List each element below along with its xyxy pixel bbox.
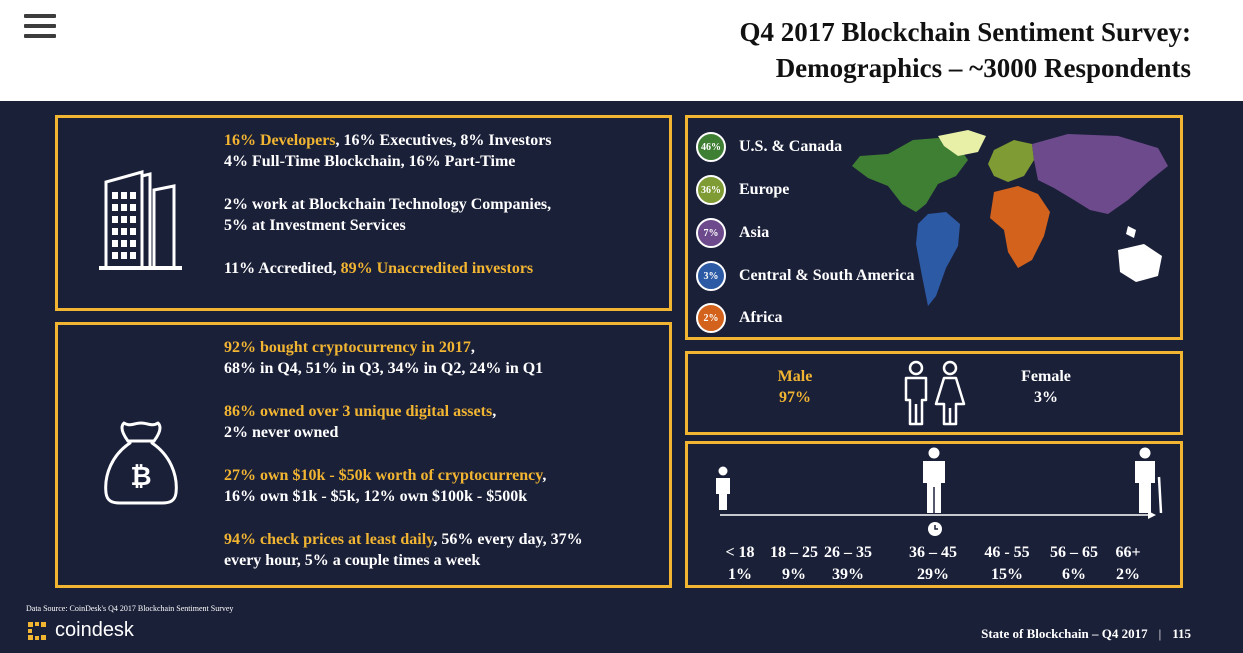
male-icon (904, 360, 928, 426)
check-prices-highlight: 94% check prices at least daily (224, 531, 434, 548)
child-icon (716, 466, 730, 510)
female-icon (934, 360, 966, 426)
page-title: Q4 2017 Blockchain Sentiment Survey: Dem… (739, 14, 1191, 86)
region-label: U.S. & Canada (739, 138, 843, 155)
coindesk-logo[interactable]: coindesk (26, 619, 134, 642)
p3-rest: , (542, 467, 547, 484)
male-label: Male (777, 368, 813, 385)
title-line-1: Q4 2017 Blockchain Sentiment Survey: (739, 17, 1191, 47)
female-pct: 3% (1034, 389, 1058, 406)
age-timeline (720, 511, 1156, 519)
region-label: Africa (739, 309, 783, 326)
age-range: 56 – 65 (1050, 544, 1098, 561)
bitcoin-money-bag-icon: ₿ (104, 421, 178, 505)
crypto-text: 92% bought cryptocurrency in 2017, 68% i… (224, 337, 664, 571)
age-pct: 2% (1116, 566, 1140, 583)
age-pct: 29% (917, 566, 949, 583)
crypto-p4: 94% check prices at least daily, 56% eve… (224, 529, 664, 550)
age-range: 36 – 45 (909, 544, 957, 561)
crypto-p3-line2: 16% own $1k - $5k, 12% own $100k - $500k (224, 488, 528, 505)
age-range: 46 - 55 (984, 544, 1030, 561)
infographic-panel: 16% Developers, 16% Executives, 8% Inves… (0, 101, 1243, 653)
age-group-36-45: 36 – 45 29% (907, 542, 959, 586)
crypto-p1: 92% bought cryptocurrency in 2017, (224, 337, 664, 358)
crypto-p2: 86% owned over 3 unique digital assets, (224, 401, 664, 422)
male-stat: Male 97% (770, 366, 820, 408)
region-label: Central & South America (739, 267, 915, 284)
adult-icon (923, 447, 945, 513)
roles-line-2: 4% Full-Time Blockchain, 16% Part-Time (224, 153, 516, 170)
region-circle: 36% (696, 175, 726, 205)
roles-line-4: 5% at Investment Services (224, 217, 406, 234)
crypto-panel: ₿ 92% bought cryptocurrency in 2017, 68%… (55, 322, 672, 588)
world-map-icon (852, 130, 1168, 306)
region-circle: 7% (696, 218, 726, 248)
regions-panel: 46% U.S. & Canada 36% Europe 7% Asia 3% … (685, 115, 1183, 340)
female-label: Female (1021, 368, 1071, 385)
title-line-2: Demographics – ~3000 Respondents (775, 53, 1191, 83)
roles-line-1-rest: , 16% Executives, 8% Investors (335, 132, 552, 149)
region-europe: 36% Europe (696, 173, 789, 207)
region-circle: 3% (696, 261, 726, 291)
age-range: < 18 (725, 544, 755, 561)
footer-separator: | (1158, 626, 1162, 641)
crypto-p2-line2: 2% never owned (224, 424, 339, 441)
worth-highlight: 27% own $10k - $50k worth of cryptocurre… (224, 467, 543, 484)
roles-text: 16% Developers, 16% Executives, 8% Inves… (224, 130, 664, 279)
age-range: 18 – 25 (770, 544, 818, 561)
age-group-66-plus: 66+ 2% (1102, 542, 1154, 586)
age-group-under-18: < 18 1% (714, 542, 766, 586)
age-group-46-55: 46 - 55 15% (981, 542, 1033, 586)
region-us-canada: 46% U.S. & Canada (696, 130, 842, 164)
age-pct: 6% (1062, 566, 1086, 583)
roles-panel: 16% Developers, 16% Executives, 8% Inves… (55, 115, 672, 311)
region-label: Asia (739, 224, 770, 241)
age-pct: 15% (991, 566, 1023, 583)
region-label: Europe (739, 181, 790, 198)
p4-rest: , 56% every day, 37% (433, 531, 583, 548)
data-source-note: Data Source: CoinDesk's Q4 2017 Blockcha… (26, 604, 234, 613)
report-name: State of Blockchain – Q4 2017 (981, 626, 1148, 641)
accredited-text: 11% Accredited, (224, 260, 341, 277)
male-pct: 97% (779, 389, 811, 406)
header: Q4 2017 Blockchain Sentiment Survey: Dem… (0, 0, 1243, 101)
footer-report: State of Blockchain – Q4 2017 | 115 (981, 626, 1191, 642)
age-group-26-35: 26 – 35 39% (822, 542, 874, 586)
p1-rest: , (470, 339, 475, 356)
page-number: 115 (1172, 626, 1191, 641)
crypto-p3: 27% own $10k - $50k worth of cryptocurre… (224, 465, 664, 486)
age-pct: 9% (782, 566, 806, 583)
age-pct: 39% (832, 566, 864, 583)
crypto-p4-line2: every hour, 5% a couple times a week (224, 552, 481, 569)
roles-line-3: 2% work at Blockchain Technology Compani… (224, 196, 552, 213)
developers-highlight: 16% Developers (224, 132, 336, 149)
region-central-south-america: 3% Central & South America (696, 259, 915, 293)
gender-panel: Male 97% Female 3% (685, 351, 1183, 435)
region-circle: 2% (696, 303, 726, 333)
coindesk-logo-text: coindesk (55, 619, 134, 641)
female-stat: Female 3% (1016, 366, 1076, 408)
clock-icon (928, 522, 942, 536)
coindesk-logo-icon (28, 621, 46, 640)
bought-highlight: 92% bought cryptocurrency in 2017 (224, 339, 471, 356)
office-building-icon (99, 170, 182, 270)
roles-line-1: 16% Developers, 16% Executives, 8% Inves… (224, 130, 664, 151)
region-africa: 2% Africa (696, 301, 783, 335)
age-range: 66+ (1115, 544, 1141, 561)
svg-text:₿: ₿ (130, 461, 151, 491)
age-group-56-65: 56 – 65 6% (1048, 542, 1100, 586)
age-range: 26 – 35 (824, 544, 872, 561)
elderly-icon (1135, 447, 1163, 513)
hamburger-menu-icon[interactable] (24, 14, 56, 40)
age-pct: 1% (728, 566, 752, 583)
region-circle: 46% (696, 132, 726, 162)
unaccredited-highlight: 89% Unaccredited investors (340, 260, 534, 277)
age-group-18-25: 18 – 25 9% (768, 542, 820, 586)
crypto-p1-line2: 68% in Q4, 51% in Q3, 34% in Q2, 24% in … (224, 360, 544, 377)
region-asia: 7% Asia (696, 216, 769, 250)
p2-rest: , (492, 403, 497, 420)
roles-line-5: 11% Accredited, 89% Unaccredited investo… (224, 258, 664, 279)
age-panel: < 18 1% 18 – 25 9% 26 – 35 39% 36 – 45 2… (685, 441, 1183, 588)
owned-highlight: 86% owned over 3 unique digital assets (224, 403, 493, 420)
